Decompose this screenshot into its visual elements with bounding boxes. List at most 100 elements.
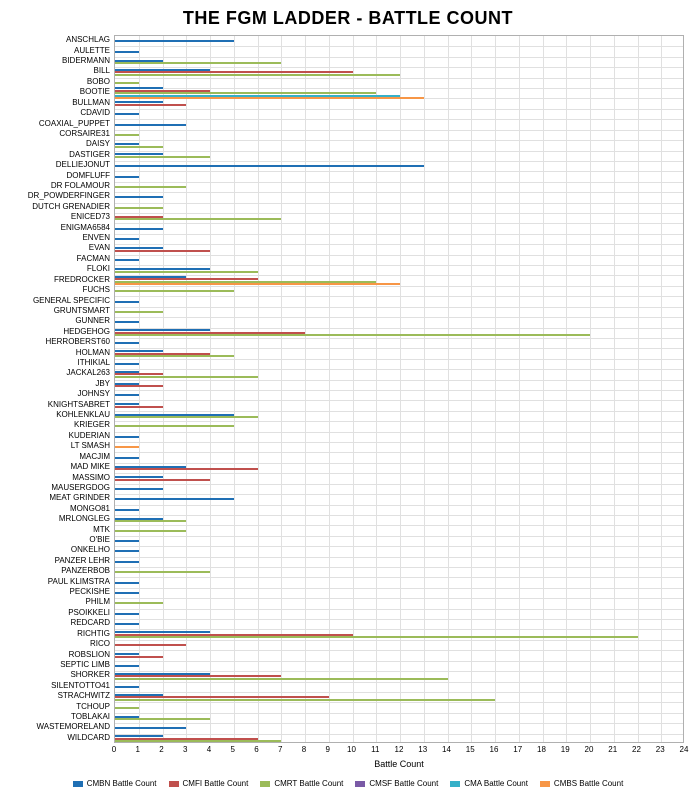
y-label: ENVEN: [82, 234, 110, 242]
bar: [115, 40, 234, 42]
y-label: MTK: [93, 526, 110, 534]
bar: [115, 321, 139, 323]
y-label: COAXIAL_PUPPET: [39, 120, 110, 128]
bar: [115, 74, 400, 76]
x-tick: 7: [278, 745, 282, 754]
y-label: FACMAN: [77, 255, 110, 263]
bar: [115, 540, 139, 542]
y-label: FLOKI: [87, 265, 110, 273]
bar: [115, 727, 186, 729]
y-label: MAD MIKE: [70, 463, 110, 471]
legend-item: CMSF Battle Count: [355, 779, 438, 788]
y-label: ITHIKIAL: [78, 359, 110, 367]
y-label: GRUNTSMART: [54, 307, 110, 315]
x-tick: 5: [231, 745, 235, 754]
y-label: KRIEGER: [74, 421, 110, 429]
legend-item: CMBN Battle Count: [73, 779, 157, 788]
y-axis-labels: ANSCHLAGAULETTEBIDERMANNBILLBOBOBOOTIEBU…: [12, 35, 114, 743]
legend-swatch: [73, 781, 83, 787]
y-label: REDCARD: [70, 619, 110, 627]
bar: [115, 436, 139, 438]
bar: [115, 238, 139, 240]
bar: [115, 636, 638, 638]
x-tick: 2: [159, 745, 163, 754]
y-label: O'BIE: [89, 536, 110, 544]
y-label: MACJIM: [79, 453, 110, 461]
y-label: SEPTIC LIMB: [60, 661, 110, 669]
bar: [115, 446, 139, 448]
legend-swatch: [169, 781, 179, 787]
bar: [115, 678, 448, 680]
bar: [115, 146, 163, 148]
bar: [115, 406, 163, 408]
y-label: MRLONGLEG: [59, 515, 110, 523]
bar: [115, 218, 281, 220]
y-label: KOHLENKLAU: [56, 411, 110, 419]
x-tick: 1: [136, 745, 140, 754]
y-label: JACKAL263: [66, 369, 110, 377]
x-tick: 6: [254, 745, 258, 754]
x-tick: 18: [537, 745, 546, 754]
x-tick: 12: [395, 745, 404, 754]
bar: [115, 385, 163, 387]
y-label: BULLMAN: [72, 99, 110, 107]
chart-title: THE FGM LADDER - BATTLE COUNT: [12, 8, 684, 29]
x-axis-label: Battle Count: [114, 759, 684, 769]
bar: [115, 520, 186, 522]
y-label: SILENTOTTO41: [51, 682, 110, 690]
legend-label: CMRT Battle Count: [274, 779, 343, 788]
bar: [115, 342, 139, 344]
legend-swatch: [450, 781, 460, 787]
x-tick: 19: [561, 745, 570, 754]
bar: [115, 156, 210, 158]
bar: [115, 718, 210, 720]
bar: [115, 82, 139, 84]
legend-item: CMA Battle Count: [450, 779, 528, 788]
y-label: SHORKER: [70, 671, 110, 679]
legend: CMBN Battle Count CMFI Battle Count CMRT B…: [12, 779, 684, 788]
y-label: RICHTIG: [77, 630, 110, 638]
y-label: EVAN: [89, 244, 110, 252]
y-label: JBY: [95, 380, 110, 388]
bar: [115, 571, 210, 573]
y-label: ENICED73: [71, 213, 110, 221]
y-label: MEAT GRINDER: [49, 494, 110, 502]
y-label: HEDGEHOG: [63, 328, 110, 336]
x-tick: 15: [466, 745, 475, 754]
y-label: RICO: [90, 640, 110, 648]
y-label: WILDCARD: [67, 734, 110, 742]
bar: [115, 134, 139, 136]
bar: [115, 479, 210, 481]
bar: [115, 686, 139, 688]
bar: [115, 561, 139, 563]
bar: [115, 334, 590, 336]
y-label: BILL: [94, 67, 110, 75]
y-label: MASSIMO: [72, 474, 110, 482]
y-label: GENERAL SPECIFIC: [33, 297, 110, 305]
x-tick: 9: [326, 745, 330, 754]
legend-label: CMBN Battle Count: [87, 779, 157, 788]
x-tick: 11: [371, 745, 379, 754]
y-label: ANSCHLAG: [66, 36, 110, 44]
bar: [115, 355, 234, 357]
y-label: TOBLAKAI: [71, 713, 110, 721]
x-tick: 23: [656, 745, 665, 754]
y-label: HOLMAN: [76, 349, 110, 357]
x-tick: 13: [418, 745, 427, 754]
x-tick: 0: [112, 745, 116, 754]
bar: [115, 51, 139, 53]
bar: [115, 613, 139, 615]
legend-label: CMFI Battle Count: [183, 779, 249, 788]
y-label: MONGO81: [70, 505, 110, 513]
y-label: DR_POWDERFINGER: [28, 192, 110, 200]
legend-swatch: [260, 781, 270, 787]
y-label: WASTEMORELAND: [37, 723, 111, 731]
bar: [115, 207, 163, 209]
y-label: PECKISHE: [70, 588, 110, 596]
bar: [115, 259, 139, 261]
bar: [115, 376, 258, 378]
x-tick: 8: [302, 745, 306, 754]
y-label: DUTCH GRENADIER: [32, 203, 110, 211]
y-label: DELLIEJONUT: [56, 161, 110, 169]
bar: [115, 530, 186, 532]
